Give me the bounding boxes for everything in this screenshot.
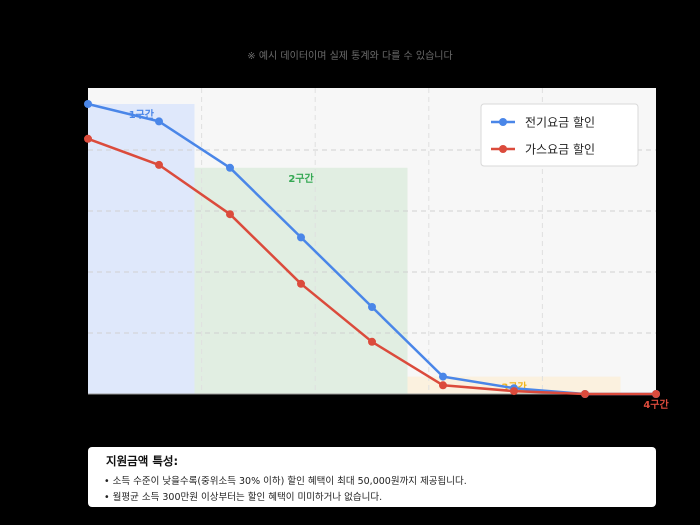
legend-box bbox=[480, 103, 639, 167]
series-1-point bbox=[368, 303, 376, 311]
legend-label-1: 전기요금 할인 bbox=[525, 116, 595, 130]
zone-group: 1구간2구간3구간4구간 bbox=[88, 104, 669, 411]
chart-note: ※ 예시 데이터이며 실제 통계와 다를 수 있습니다 bbox=[247, 51, 453, 62]
series-1-point bbox=[155, 117, 163, 126]
series-1-point bbox=[439, 372, 447, 381]
series-2-point bbox=[368, 337, 376, 346]
series-points bbox=[84, 100, 660, 398]
legend-marker-1 bbox=[499, 118, 507, 126]
legend-marker-2 bbox=[499, 145, 507, 153]
series-1-point bbox=[84, 100, 92, 108]
series-1-point bbox=[297, 233, 305, 242]
gridlines bbox=[88, 88, 656, 395]
info-box: 지원금액 특성: • 소득 수준이 낮을수록(중위소득 30% 이하) 할인 혜… bbox=[88, 447, 656, 507]
info-line-1: • 소득 수준이 낮을수록(중위소득 30% 이하) 할인 혜택이 최대 50,… bbox=[104, 476, 467, 487]
series-2-point bbox=[652, 390, 660, 398]
series-2-point bbox=[581, 390, 589, 398]
series-2-point bbox=[84, 134, 92, 143]
zone-label-4: 4구간 bbox=[643, 398, 669, 411]
series-2-point bbox=[297, 279, 305, 288]
info-title: 지원금액 특성: bbox=[106, 454, 179, 468]
series-2-point bbox=[226, 210, 234, 219]
series-2-point bbox=[155, 160, 163, 169]
zone-1 bbox=[88, 104, 195, 394]
zone-label-2: 2구간 bbox=[288, 172, 314, 185]
legend-label-2: 가스요금 할인 bbox=[525, 143, 595, 157]
series-2-point bbox=[439, 381, 447, 390]
series-2-point bbox=[510, 387, 518, 396]
info-line-2: • 월평균 소득 300만원 이상부터는 할인 혜택이 미미하거나 없습니다. bbox=[104, 492, 383, 503]
series-1-point bbox=[226, 163, 234, 172]
